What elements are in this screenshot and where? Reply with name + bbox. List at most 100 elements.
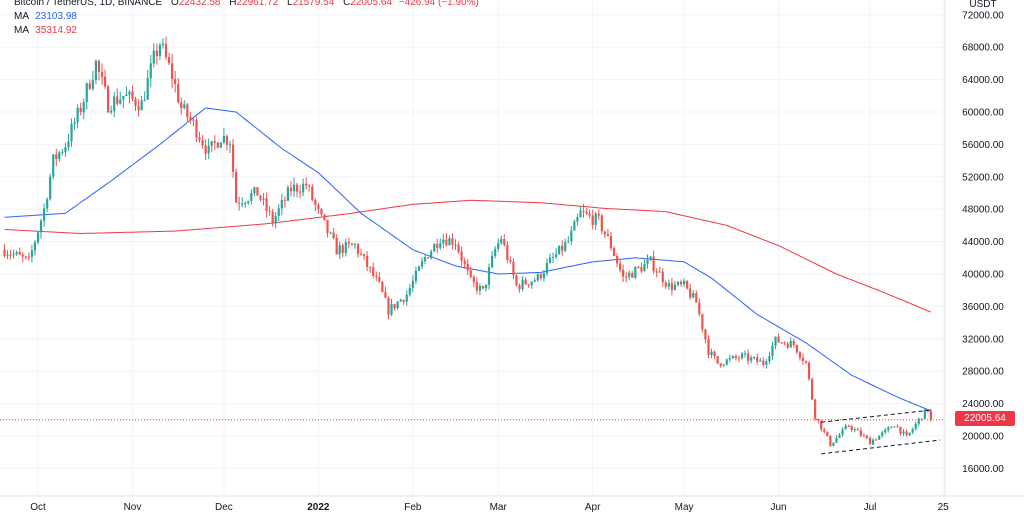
candle xyxy=(15,250,18,257)
candle-body xyxy=(929,411,933,420)
candle xyxy=(228,140,232,153)
candle-body xyxy=(923,409,926,419)
candle xyxy=(97,59,101,81)
symbol-title[interactable]: Bitcoin / TetherUS, 1D, BINANCE xyxy=(14,0,163,8)
candle-body xyxy=(530,281,533,286)
open-label: O xyxy=(170,0,179,8)
candle-body xyxy=(302,183,305,193)
candle-body xyxy=(905,431,908,436)
price-tick-label: 28000.00 xyxy=(962,367,1004,378)
candle xyxy=(3,243,6,258)
time-tick-label: Jun xyxy=(771,502,787,513)
candle xyxy=(286,184,290,202)
candle xyxy=(164,36,168,61)
candle xyxy=(106,84,110,114)
candle xyxy=(527,284,530,289)
candle-body xyxy=(561,245,564,251)
candle xyxy=(332,227,335,240)
candle xyxy=(533,277,536,283)
candle xyxy=(853,427,856,433)
candle-body xyxy=(676,281,680,285)
candle-body xyxy=(579,210,582,218)
candle-body xyxy=(396,301,399,309)
candle-body xyxy=(177,83,180,103)
candle xyxy=(503,234,506,247)
legend-ma-slow-row[interactable]: MA 35314.92 xyxy=(14,24,479,38)
candle-body xyxy=(792,341,795,345)
candle-body xyxy=(646,259,649,265)
candle-body xyxy=(542,273,546,279)
candle-body xyxy=(472,276,475,283)
candle-body xyxy=(387,297,390,315)
candle-body xyxy=(152,50,155,64)
candle xyxy=(734,354,738,361)
candle-body xyxy=(865,435,869,438)
candle-body xyxy=(558,245,561,255)
candle xyxy=(829,434,832,447)
candle-body xyxy=(591,215,594,225)
candle xyxy=(536,272,539,283)
time-axis[interactable]: Oct Nov Dec 2022 Feb Mar Apr May Jun Jul 25 xyxy=(0,495,1024,513)
candle xyxy=(871,438,875,446)
candle-body xyxy=(917,418,920,424)
candle-body xyxy=(55,154,58,159)
candle xyxy=(917,417,920,427)
candle-body xyxy=(868,437,872,445)
candle xyxy=(149,55,152,88)
chart-grid xyxy=(0,0,945,496)
candle-body xyxy=(716,356,719,364)
candle xyxy=(859,427,862,438)
candle xyxy=(445,233,448,247)
candle-body xyxy=(570,230,573,242)
candle-body xyxy=(67,141,70,148)
candle xyxy=(667,279,670,291)
price-tick-label: 72000.00 xyxy=(962,10,1004,21)
candle xyxy=(192,116,195,127)
candle xyxy=(472,275,475,288)
candle xyxy=(320,208,323,217)
candle xyxy=(387,296,390,320)
candle-body xyxy=(15,251,18,254)
candle xyxy=(640,262,643,274)
candle-body xyxy=(247,201,250,203)
candle xyxy=(902,428,905,437)
candle-body xyxy=(259,195,262,200)
candle xyxy=(771,341,774,360)
candle-body xyxy=(170,63,174,79)
candle xyxy=(67,133,70,151)
candle xyxy=(899,426,902,436)
candle xyxy=(341,243,344,258)
legend-ma-fast-row[interactable]: MA 23103.98 xyxy=(14,10,479,24)
candle-body xyxy=(753,357,756,359)
candle-body xyxy=(759,360,762,362)
candle xyxy=(704,328,707,344)
candle xyxy=(448,235,451,246)
candle-body xyxy=(670,283,674,290)
candle-body xyxy=(649,256,652,260)
candle xyxy=(463,257,466,270)
candle-body xyxy=(533,280,536,282)
candle xyxy=(682,278,686,288)
candle-body xyxy=(326,219,329,233)
price-tick-label: 24000.00 xyxy=(962,399,1004,410)
candle-body xyxy=(615,255,619,264)
candle xyxy=(856,427,859,431)
candle xyxy=(131,85,134,102)
candle xyxy=(490,250,494,269)
candle-body xyxy=(116,96,119,104)
candle-body xyxy=(484,284,488,289)
candle xyxy=(42,203,46,227)
time-tick-label: Jul xyxy=(864,502,877,513)
candle xyxy=(317,202,320,214)
candle-body xyxy=(353,244,357,246)
candle-body xyxy=(914,423,917,430)
candle xyxy=(280,193,283,216)
candle-body xyxy=(722,364,725,366)
candle-body xyxy=(332,232,335,239)
candle-body xyxy=(664,282,667,287)
time-tick-label: Nov xyxy=(124,502,142,513)
candle xyxy=(6,250,9,260)
candle xyxy=(326,219,329,238)
